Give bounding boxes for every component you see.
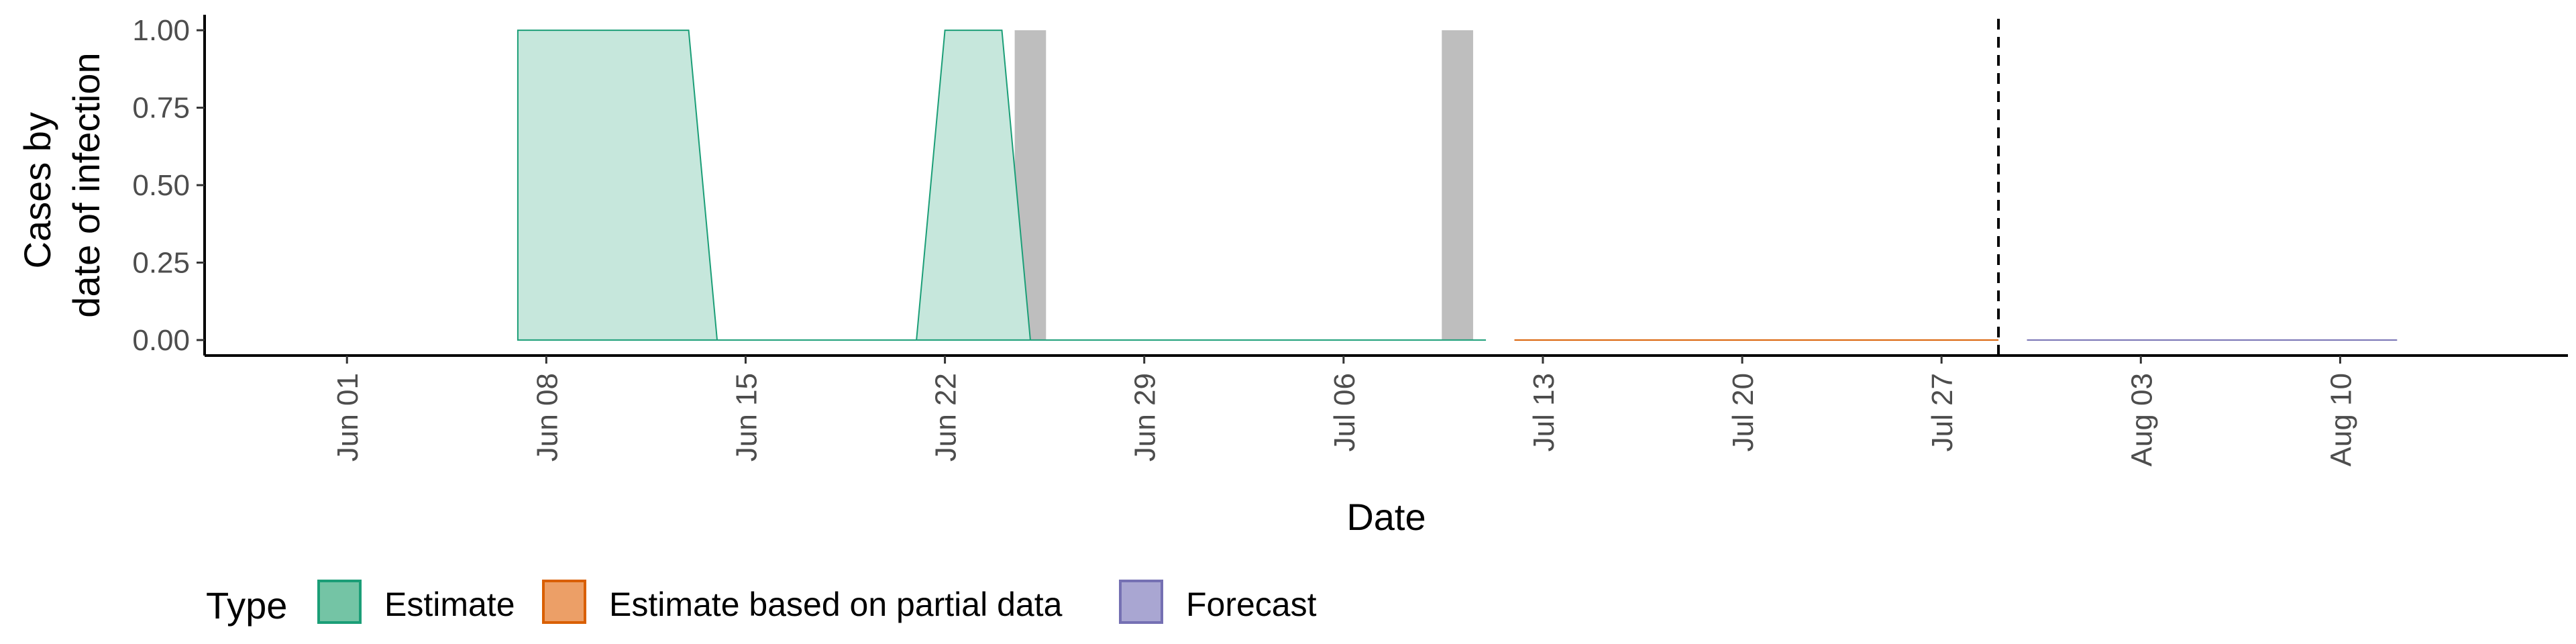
legend-title: Type: [206, 584, 287, 627]
x-ticks: Jun 01 Jun 08 Jun 15 Jun 22 Jun 29 Jul 06 Jul …: [331, 356, 2357, 466]
series-ribbon-estimate: [517, 30, 1487, 341]
x-tick-label: Aug 03: [2125, 373, 2158, 466]
x-axis-title: Date: [1346, 496, 1426, 538]
legend-key-forecast: [1119, 580, 1163, 624]
legend-label-forecast: Forecast: [1186, 586, 1317, 623]
legend-label-estimate-based-on-partial-data: Estimate based on partial data: [609, 586, 1063, 623]
x-tick-label: Jul 20: [1727, 373, 1760, 451]
axes: 0.000.250.500.751.00 Jun 01 Jun 08 Jun 15 J…: [132, 14, 2568, 466]
legend-label-estimate: Estimate: [384, 586, 515, 623]
x-tick-label: Jun 29: [1129, 373, 1162, 462]
y-axis-title-line-2: date of infection: [65, 52, 107, 317]
x-tick-label: Jun 15: [730, 373, 763, 462]
legend: Type Estimate Estimate based on partial d…: [206, 580, 1317, 627]
x-tick-label: Jun 01: [331, 373, 364, 462]
y-axis-title: Cases by date of infection: [16, 52, 107, 317]
y-tick-label: 0.50: [132, 169, 190, 202]
y-axis-title-line-1: Cases by: [16, 112, 58, 268]
reported-cases-bar-2: [1442, 30, 1473, 340]
y-tick-label: 0.00: [132, 324, 190, 357]
x-tick-label: Jul 27: [1926, 373, 1959, 451]
x-tick-label: Jun 08: [531, 373, 564, 462]
x-tick-label: Aug 10: [2324, 373, 2357, 466]
y-tick-label: 0.75: [132, 92, 190, 125]
y-ticks: 0.00 0.25 0.50 0.75 1.00: [132, 14, 205, 357]
x-tick-label: Jul 06: [1328, 373, 1361, 451]
x-tick-label: Jul 13: [1527, 373, 1560, 451]
legend-key-estimate: [317, 580, 362, 624]
x-tick-label: Jun 22: [930, 373, 963, 462]
plot-area: [517, 19, 2398, 356]
y-tick-label: 0.25: [132, 246, 190, 279]
y-tick-label: 1.00: [132, 14, 190, 47]
legend-key-estimate-based-on-partial-data: [542, 580, 586, 624]
